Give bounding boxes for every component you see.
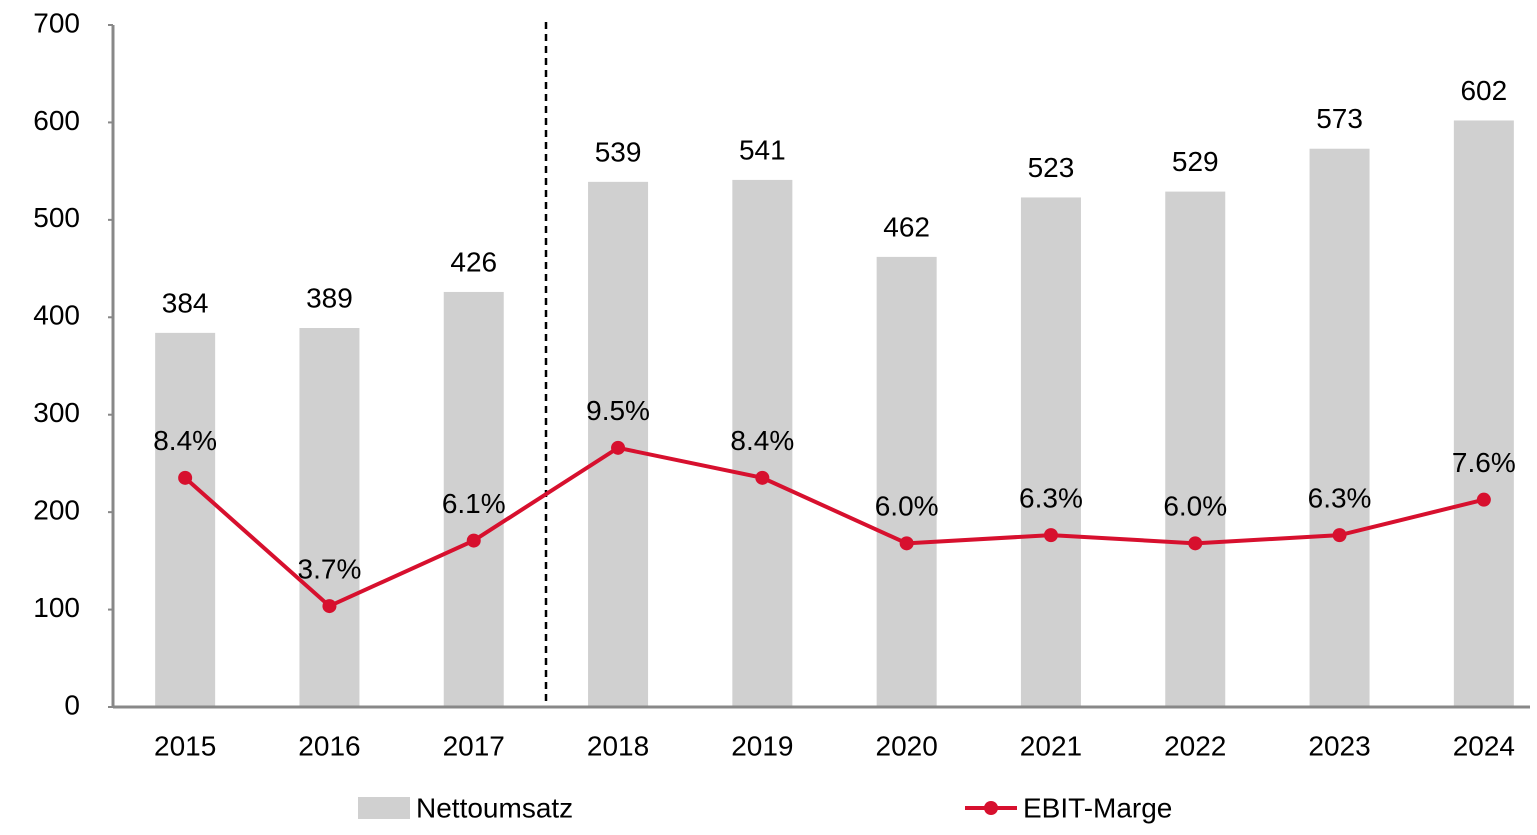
- bar-label: 462: [883, 211, 930, 242]
- line-point: [466, 533, 481, 548]
- bar: [1453, 120, 1514, 708]
- line-point: [1332, 528, 1347, 543]
- bar: [732, 179, 793, 707]
- y-tick-label: 0: [64, 689, 80, 720]
- line-label: 6.3%: [1308, 483, 1372, 514]
- bar: [155, 332, 216, 707]
- line-label: 6.3%: [1019, 483, 1083, 514]
- x-tick-label: 2017: [443, 730, 505, 761]
- legend-swatch: [358, 797, 410, 819]
- line-point: [1188, 536, 1203, 551]
- bar-label: 389: [306, 282, 353, 313]
- bar: [299, 328, 360, 707]
- x-tick-label: 2019: [731, 730, 793, 761]
- line-point: [322, 599, 337, 614]
- y-tick-label: 400: [33, 300, 80, 331]
- legend-label: Nettoumsatz: [416, 792, 573, 823]
- line-point: [755, 470, 770, 485]
- bar-label: 573: [1316, 103, 1363, 134]
- line-label: 8.4%: [730, 425, 794, 456]
- bar-label: 523: [1028, 152, 1075, 183]
- line-label: 9.5%: [586, 395, 650, 426]
- line-label: 6.1%: [442, 488, 506, 519]
- legend-swatch-point: [984, 801, 998, 815]
- bar: [1165, 191, 1226, 708]
- line-point: [1043, 528, 1058, 543]
- y-tick-label: 500: [33, 202, 80, 233]
- bar-label: 426: [450, 246, 497, 277]
- x-tick-label: 2023: [1308, 730, 1370, 761]
- bar-label: 602: [1460, 75, 1507, 106]
- y-tick-label: 700: [33, 7, 80, 38]
- line-label: 6.0%: [875, 491, 939, 522]
- bar-label: 384: [162, 287, 209, 318]
- x-tick-label: 2024: [1453, 730, 1515, 761]
- y-tick-label: 300: [33, 397, 80, 428]
- line: [183, 445, 1485, 609]
- x-tick-label: 2022: [1164, 730, 1226, 761]
- y-tick-label: 200: [33, 495, 80, 526]
- y-tick-label: 100: [33, 592, 80, 623]
- bar: [876, 256, 937, 707]
- x-tick-label: 2018: [587, 730, 649, 761]
- bar: [1309, 148, 1370, 708]
- x-tick-label: 2016: [298, 730, 360, 761]
- legend-label: EBIT-Marge: [1023, 792, 1172, 823]
- line-label: 8.4%: [153, 425, 217, 456]
- line-point: [899, 536, 914, 551]
- line-label: 7.6%: [1452, 447, 1516, 478]
- bar: [443, 291, 504, 707]
- bar: [1020, 197, 1081, 707]
- bar-label: 539: [595, 136, 642, 167]
- line-point: [178, 470, 193, 485]
- x-tick-label: 2020: [876, 730, 938, 761]
- y-tick-label: 600: [33, 105, 80, 136]
- line-point: [1476, 492, 1491, 507]
- bar-label: 541: [739, 134, 786, 165]
- x-tick-label: 2015: [154, 730, 216, 761]
- line-label: 3.7%: [298, 553, 362, 584]
- line-point: [611, 440, 626, 455]
- line-label: 6.0%: [1163, 491, 1227, 522]
- bar-label: 529: [1172, 146, 1219, 177]
- x-tick-label: 2021: [1020, 730, 1082, 761]
